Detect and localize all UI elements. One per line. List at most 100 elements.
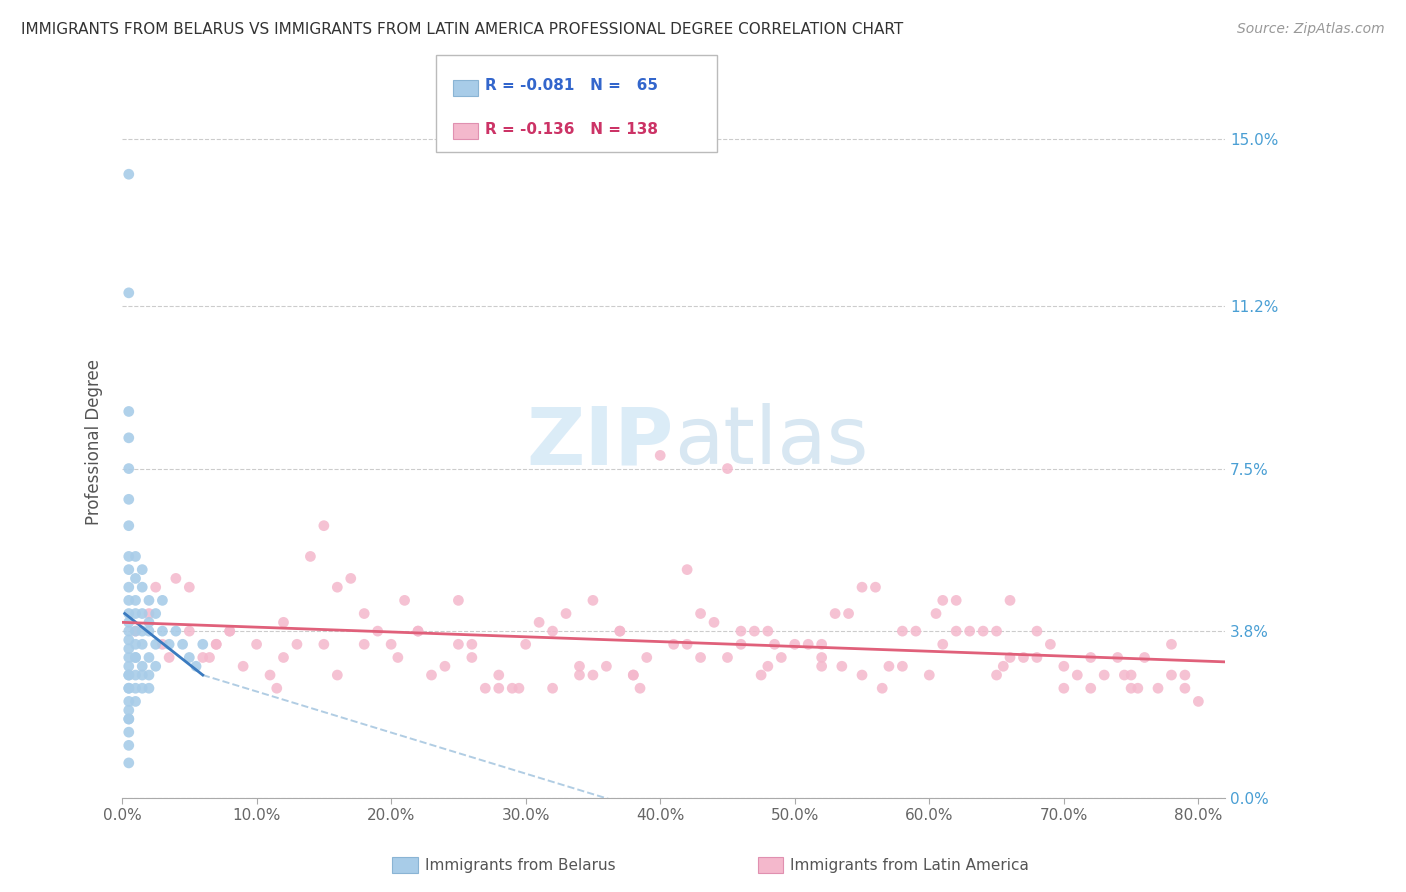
Point (145, 607, 167, 621)
Text: R = -0.081   N =   65: R = -0.081 N = 65 (485, 78, 658, 94)
Point (118, 712, 141, 726)
Point (179, 624, 201, 639)
Point (474, 681, 496, 696)
Point (527, 615, 550, 630)
Point (339, 571, 361, 585)
Point (145, 580, 167, 594)
Point (124, 650, 146, 665)
Point (877, 659, 900, 673)
Point (118, 659, 141, 673)
Point (118, 580, 141, 594)
Point (131, 580, 153, 594)
Point (770, 650, 793, 665)
Point (1114, 668, 1136, 682)
Point (447, 593, 470, 607)
Point (1066, 668, 1088, 682)
Point (124, 549, 146, 564)
Point (326, 668, 349, 682)
Point (515, 637, 537, 651)
Point (993, 659, 1015, 673)
Point (945, 593, 967, 607)
Point (689, 607, 711, 621)
Point (986, 624, 1008, 639)
Point (124, 624, 146, 639)
Point (870, 681, 893, 696)
Point (1080, 681, 1102, 696)
Point (986, 668, 1008, 682)
Point (131, 659, 153, 673)
Point (433, 659, 456, 673)
Point (367, 624, 389, 639)
Point (118, 624, 141, 639)
Point (488, 668, 510, 682)
Point (1092, 668, 1115, 682)
Point (118, 518, 141, 533)
Point (165, 624, 187, 639)
Point (447, 637, 470, 651)
Point (273, 650, 295, 665)
Point (797, 637, 820, 651)
Point (299, 549, 322, 564)
Point (1012, 650, 1035, 665)
Point (191, 650, 214, 665)
Point (810, 659, 832, 673)
Point (609, 624, 631, 639)
Point (891, 624, 914, 639)
Point (810, 637, 832, 651)
Point (851, 580, 873, 594)
Text: R = -0.136   N = 138: R = -0.136 N = 138 (485, 122, 658, 137)
Point (555, 607, 578, 621)
Point (118, 492, 141, 507)
Point (285, 637, 308, 651)
Point (394, 593, 416, 607)
Point (1026, 650, 1049, 665)
Point (380, 637, 402, 651)
Point (1119, 681, 1142, 696)
Point (1053, 681, 1076, 696)
Point (138, 650, 160, 665)
Point (918, 668, 941, 682)
Point (232, 659, 254, 673)
Point (205, 637, 228, 651)
Point (1133, 650, 1156, 665)
Point (763, 637, 786, 651)
Point (541, 681, 564, 696)
Point (157, 637, 180, 651)
Point (124, 637, 146, 651)
Point (131, 637, 153, 651)
Point (138, 615, 160, 630)
Point (1026, 624, 1049, 639)
Point (1174, 681, 1197, 696)
Point (1119, 668, 1142, 682)
Point (730, 624, 752, 639)
Point (118, 461, 141, 475)
Point (716, 650, 738, 665)
Point (676, 563, 699, 577)
Point (609, 624, 631, 639)
Point (124, 694, 146, 708)
Point (406, 624, 429, 639)
Point (621, 668, 644, 682)
Point (138, 593, 160, 607)
Point (218, 624, 240, 639)
Point (756, 659, 779, 673)
Point (118, 681, 141, 696)
Point (131, 681, 153, 696)
Point (266, 681, 288, 696)
Point (1147, 681, 1170, 696)
Point (420, 668, 443, 682)
Point (198, 650, 221, 665)
Point (1039, 637, 1062, 651)
Point (118, 681, 141, 696)
Point (118, 607, 141, 621)
Point (118, 641, 141, 656)
Point (831, 659, 853, 673)
Point (945, 624, 967, 639)
Point (595, 659, 617, 673)
Point (650, 449, 672, 463)
Point (157, 650, 180, 665)
Text: atlas: atlas (673, 403, 868, 481)
Text: ZIP: ZIP (526, 403, 673, 481)
Point (118, 285, 141, 300)
Point (636, 650, 658, 665)
